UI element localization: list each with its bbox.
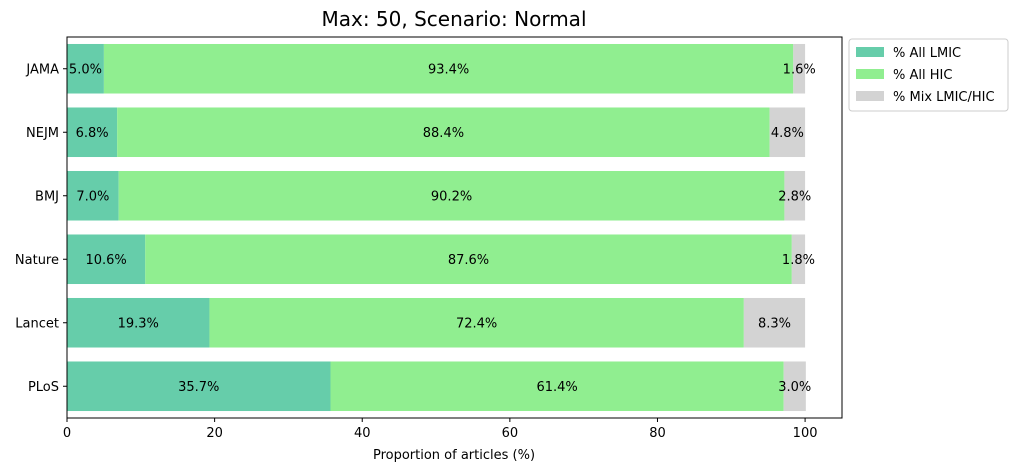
bar-segment: [330, 361, 784, 412]
bar-value-label: 87.6%: [448, 253, 489, 268]
bar-value-label: 7.0%: [76, 189, 109, 204]
y-tick-label: Nature: [15, 253, 59, 268]
x-tick-label: 100: [793, 426, 818, 441]
y-tick-label: BMJ: [35, 189, 59, 204]
legend-swatch: [856, 91, 884, 101]
bar-segment: [67, 43, 104, 94]
bar-labels-layer: 5.0% 93.4% 1.6% 6.8% 88.4% 4.8% 7.0% 90.2% 2.8% 1…: [69, 62, 816, 395]
chart-title: Max: 50, Scenario: Normal: [321, 7, 586, 31]
bar-segment: [793, 43, 806, 94]
bar-value-label: 6.8%: [76, 126, 109, 141]
bar-value-label: 3.0%: [778, 380, 811, 395]
x-tick-label: 0: [63, 426, 71, 441]
y-tick-label: PLoS: [28, 380, 59, 395]
y-tick-label: JAMA: [25, 62, 59, 77]
x-tick-label: 20: [206, 426, 223, 441]
bar-value-label: 10.6%: [85, 253, 126, 268]
bar-segment: [118, 170, 785, 221]
bar-segment: [769, 107, 806, 158]
bar-value-label: 8.3%: [758, 316, 791, 331]
x-tick-label: 60: [502, 426, 519, 441]
bar-segment: [117, 107, 770, 158]
axes-layer: JAMA NEJM BMJ Nature Lancet PLoS 0 20 40 60 80 100: [15, 36, 843, 441]
legend-label: % All HIC: [893, 68, 952, 83]
bar-value-label: 61.4%: [536, 380, 577, 395]
bar-value-label: 2.8%: [778, 189, 811, 204]
bar-segment: [209, 297, 744, 348]
bar-segment: [67, 107, 118, 158]
bar-value-label: 1.8%: [782, 253, 815, 268]
bar-segment: [103, 43, 794, 94]
bar-value-label: 5.0%: [69, 62, 102, 77]
bar-segment: [67, 361, 331, 412]
legend-frame: [848, 38, 1009, 112]
bar-segment: [791, 234, 806, 285]
y-tick-label: NEJM: [26, 126, 59, 141]
y-tick-label: Lancet: [15, 316, 59, 331]
legend-label: % All LMIC: [893, 46, 961, 61]
bar-value-label: 35.7%: [178, 380, 219, 395]
plot-frame: [66, 36, 843, 419]
bar-segment: [67, 297, 210, 348]
bar-value-label: 90.2%: [431, 189, 472, 204]
bar-value-label: 88.4%: [423, 126, 464, 141]
x-tick-label: 40: [354, 426, 371, 441]
bar-segment: [145, 234, 792, 285]
bar-segment: [67, 234, 146, 285]
bar-value-label: 72.4%: [456, 316, 497, 331]
legend-swatch: [856, 47, 884, 57]
bars-layer: [67, 43, 806, 412]
bar-value-label: 19.3%: [118, 316, 159, 331]
bar-segment: [67, 170, 119, 221]
legend-label: % Mix LMIC/HIC: [893, 90, 995, 105]
bar-segment: [784, 170, 806, 221]
bar-value-label: 1.6%: [783, 62, 816, 77]
bar-value-label: 93.4%: [428, 62, 469, 77]
bar-segment: [783, 361, 806, 412]
x-axis-label: Proportion of articles (%): [373, 448, 535, 463]
legend-swatch: [856, 69, 884, 79]
bar-value-label: 4.8%: [771, 126, 804, 141]
x-tick-label: 80: [649, 426, 666, 441]
bar-segment: [743, 297, 806, 348]
legend: % All LMIC % All HIC % Mix LMIC/HIC: [848, 38, 1009, 112]
